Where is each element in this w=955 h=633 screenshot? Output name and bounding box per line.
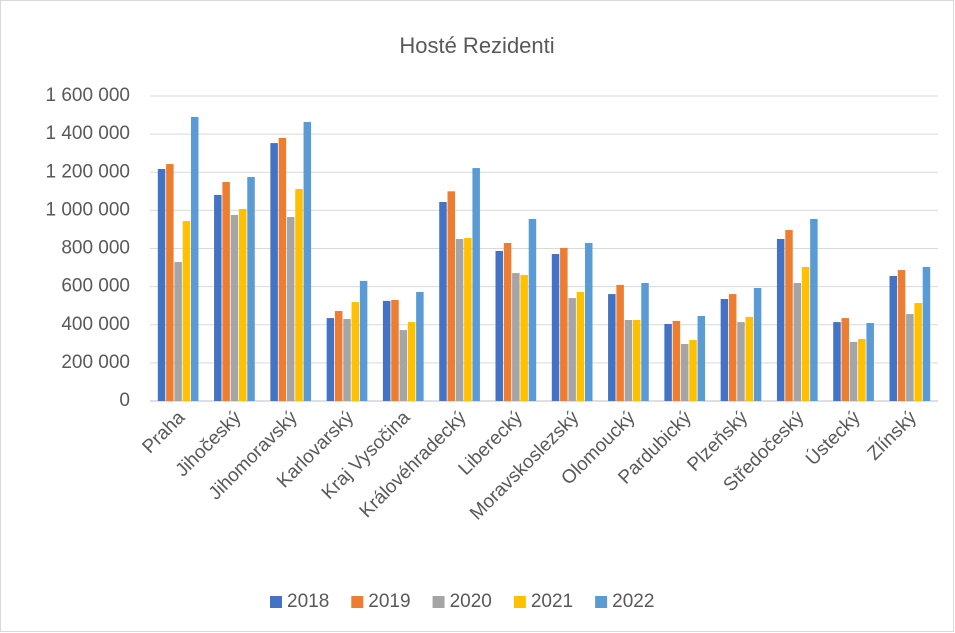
legend-label: 2020 (450, 591, 492, 612)
bar (455, 238, 464, 401)
bar (849, 341, 858, 401)
bar (697, 315, 706, 401)
bar (270, 143, 278, 401)
y-tick-label: 0 (119, 390, 130, 411)
bar (238, 209, 247, 401)
bar (343, 319, 351, 401)
bar (560, 247, 568, 401)
bar (230, 214, 239, 401)
legend-swatch (351, 596, 364, 608)
bar (407, 322, 416, 401)
bar (801, 266, 810, 401)
bar (190, 116, 199, 401)
bar (174, 262, 182, 401)
bar (278, 137, 287, 401)
bar (295, 189, 303, 401)
bar (584, 242, 593, 401)
bar (728, 294, 737, 401)
bar (897, 270, 906, 401)
bar (416, 291, 424, 401)
bar (793, 283, 802, 401)
y-tick-label: 600 000 (61, 276, 130, 297)
bar (439, 201, 447, 401)
bar (326, 318, 335, 401)
bar (889, 275, 898, 401)
bar (810, 218, 818, 401)
bar (359, 280, 368, 401)
bar (664, 323, 672, 401)
bar (166, 164, 174, 401)
y-tick-label: 800 000 (61, 238, 130, 259)
bar (608, 294, 616, 401)
bar (776, 238, 785, 401)
bar (382, 300, 391, 401)
chart-title: Hosté Rezidenti (399, 33, 554, 58)
bar (841, 318, 850, 401)
bar (464, 238, 472, 401)
legend-label: 2018 (287, 591, 329, 612)
bar (866, 323, 874, 401)
y-tick-label: 200 000 (61, 352, 130, 373)
bar (753, 287, 762, 401)
bar (334, 311, 343, 401)
bar (833, 322, 841, 401)
bar (447, 191, 456, 401)
legend-label: 2019 (368, 591, 410, 612)
bar (689, 340, 697, 401)
bar (503, 242, 512, 401)
legend-swatch (270, 596, 282, 608)
bar (303, 121, 312, 402)
bar (520, 274, 528, 401)
y-tick-label: 1 600 000 (45, 85, 130, 106)
bar (576, 291, 585, 401)
bar (391, 299, 399, 401)
legend-label: 2021 (531, 591, 573, 612)
y-tick-label: 400 000 (61, 314, 130, 335)
legend-swatch (595, 596, 608, 608)
bar (922, 266, 931, 401)
bar (906, 314, 914, 401)
bar (680, 344, 689, 401)
y-tick-label: 1 400 000 (45, 123, 130, 144)
bar (247, 177, 255, 401)
bar (720, 299, 729, 401)
y-tick-label: 1 000 000 (45, 199, 130, 220)
bar (616, 284, 624, 401)
bar (737, 322, 745, 401)
bar (632, 319, 641, 401)
bar (785, 230, 793, 401)
bar (512, 273, 520, 401)
bar (745, 316, 754, 401)
bar (286, 217, 295, 401)
bar (641, 283, 649, 401)
legend-label: 2022 (612, 591, 654, 612)
bar (672, 320, 681, 401)
bar (551, 254, 560, 401)
bar (528, 218, 537, 401)
bar (351, 302, 360, 401)
legend-swatch (513, 596, 526, 608)
bar (858, 339, 866, 401)
bar (472, 168, 480, 401)
bar (624, 319, 633, 401)
bar (214, 194, 222, 401)
bar (222, 181, 230, 401)
bar (399, 330, 408, 401)
bar (914, 303, 922, 401)
bar (568, 298, 576, 401)
bar (182, 221, 191, 401)
legend-swatch (432, 596, 445, 608)
y-tick-label: 1 200 000 (45, 161, 130, 182)
bar (157, 169, 166, 401)
bar (495, 250, 504, 401)
